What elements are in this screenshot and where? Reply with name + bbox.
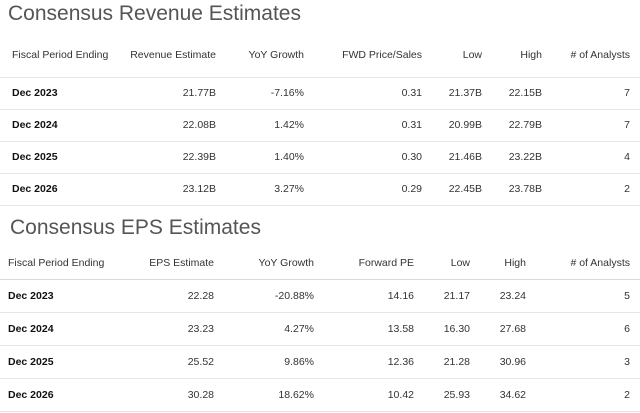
column-header-low[interactable]: Low — [462, 49, 482, 62]
cell-revenue-estimate: 22.39B — [182, 151, 216, 163]
table-row: Dec 2023 21.77B -7.16% 0.31 21.37B 22.15… — [0, 77, 640, 109]
cell-fwd-price-sales: 0.31 — [401, 87, 422, 99]
table-row: Dec 2025 25.52 9.86% 12.36 21.28 30.96 3 — [0, 345, 640, 378]
cell-revenue-estimate: 21.77B — [182, 87, 216, 99]
table-row: Dec 2026 23.12B 3.27% 0.29 22.45B 23.78B… — [0, 173, 640, 205]
table-row: Dec 2024 22.08B 1.42% 0.31 20.99B 22.79B… — [0, 109, 640, 141]
cell-fiscal-period: Dec 2023 — [8, 289, 54, 302]
cell-high: 23.78B — [508, 183, 542, 195]
cell-eps-estimate: 25.52 — [187, 355, 214, 368]
column-header-high[interactable]: High — [520, 49, 542, 62]
cell-analysts: 6 — [624, 322, 630, 335]
revenue-section-title: Consensus Revenue Estimates — [8, 2, 301, 25]
cell-forward-pe: 13.58 — [387, 322, 414, 335]
cell-analysts: 4 — [624, 151, 630, 163]
column-header-high[interactable]: High — [504, 257, 526, 270]
cell-high: 27.68 — [499, 322, 526, 335]
column-header-forward-pe[interactable]: Forward PE — [358, 257, 414, 270]
cell-yoy-growth: 18.62% — [278, 388, 314, 401]
cell-forward-pe: 10.42 — [387, 388, 414, 401]
table-header-row: Fiscal Period Ending Revenue Estimate Yo… — [0, 34, 640, 77]
cell-revenue-estimate: 23.12B — [182, 183, 216, 195]
table-row: Dec 2023 22.28 -20.88% 14.16 21.17 23.24… — [0, 279, 640, 312]
cell-high: 22.15B — [508, 87, 542, 99]
cell-fiscal-period: Dec 2025 — [12, 151, 58, 163]
column-header-revenue-estimate[interactable]: Revenue Estimate — [130, 49, 216, 62]
cell-forward-pe: 14.16 — [387, 289, 414, 302]
cell-low: 20.99B — [448, 119, 482, 131]
cell-yoy-growth: -7.16% — [270, 87, 304, 99]
column-header-fiscal-period[interactable]: Fiscal Period Ending — [8, 257, 105, 270]
cell-eps-estimate: 30.28 — [187, 388, 214, 401]
cell-high: 23.24 — [499, 289, 526, 302]
eps-section-title: Consensus EPS Estimates — [10, 216, 261, 239]
cell-low: 16.30 — [443, 322, 470, 335]
column-header-yoy-growth[interactable]: YoY Growth — [248, 49, 304, 62]
cell-fiscal-period: Dec 2024 — [12, 119, 58, 131]
eps-estimates-table: Fiscal Period Ending EPS Estimate YoY Gr… — [0, 248, 640, 412]
revenue-estimates-section: Consensus Revenue Estimates Fiscal Perio… — [0, 0, 640, 206]
cell-yoy-growth: 1.42% — [274, 119, 304, 131]
cell-low: 21.28 — [443, 355, 470, 368]
cell-fwd-price-sales: 0.30 — [401, 151, 422, 163]
cell-eps-estimate: 23.23 — [187, 322, 214, 335]
column-header-yoy-growth[interactable]: YoY Growth — [258, 257, 314, 270]
cell-yoy-growth: 9.86% — [284, 355, 314, 368]
eps-estimates-section: Consensus EPS Estimates Fiscal Period En… — [0, 214, 640, 412]
cell-forward-pe: 12.36 — [387, 355, 414, 368]
cell-analysts: 2 — [624, 388, 630, 401]
column-header-fiscal-period[interactable]: Fiscal Period Ending — [12, 49, 109, 62]
cell-revenue-estimate: 22.08B — [182, 119, 216, 131]
cell-low: 21.46B — [448, 151, 482, 163]
cell-low: 25.93 — [443, 388, 470, 401]
cell-high: 30.96 — [499, 355, 526, 368]
cell-fiscal-period: Dec 2023 — [12, 87, 58, 99]
cell-fiscal-period: Dec 2026 — [12, 183, 58, 195]
cell-fwd-price-sales: 0.29 — [401, 183, 422, 195]
cell-analysts: 7 — [624, 119, 630, 131]
cell-low: 21.37B — [448, 87, 482, 99]
cell-analysts: 3 — [624, 355, 630, 368]
cell-low: 21.17 — [443, 289, 470, 302]
cell-high: 22.79B — [508, 119, 542, 131]
table-row: Dec 2026 30.28 18.62% 10.42 25.93 34.62 … — [0, 378, 640, 411]
column-header-analysts[interactable]: # of Analysts — [570, 49, 630, 62]
cell-yoy-growth: 4.27% — [284, 322, 314, 335]
cell-eps-estimate: 22.28 — [187, 289, 214, 302]
table-row: Dec 2025 22.39B 1.40% 0.30 21.46B 23.22B… — [0, 141, 640, 173]
column-header-eps-estimate[interactable]: EPS Estimate — [149, 257, 214, 270]
column-header-fwd-price-sales[interactable]: FWD Price/Sales — [342, 49, 422, 62]
cell-high: 23.22B — [508, 151, 542, 163]
cell-low: 22.45B — [448, 183, 482, 195]
cell-analysts: 2 — [624, 183, 630, 195]
table-header-row: Fiscal Period Ending EPS Estimate YoY Gr… — [0, 248, 640, 279]
cell-fiscal-period: Dec 2026 — [8, 388, 54, 401]
cell-yoy-growth: -20.88% — [274, 289, 314, 302]
cell-fiscal-period: Dec 2024 — [8, 322, 54, 335]
table-row: Dec 2024 23.23 4.27% 13.58 16.30 27.68 6 — [0, 312, 640, 345]
revenue-estimates-table: Fiscal Period Ending Revenue Estimate Yo… — [0, 34, 640, 206]
cell-analysts: 7 — [624, 87, 630, 99]
column-header-analysts[interactable]: # of Analysts — [570, 257, 630, 270]
cell-fwd-price-sales: 0.31 — [401, 119, 422, 131]
cell-yoy-growth: 3.27% — [274, 183, 304, 195]
cell-yoy-growth: 1.40% — [274, 151, 304, 163]
cell-high: 34.62 — [499, 388, 526, 401]
cell-fiscal-period: Dec 2025 — [8, 355, 54, 368]
cell-analysts: 5 — [624, 289, 630, 302]
column-header-low[interactable]: Low — [450, 257, 470, 270]
